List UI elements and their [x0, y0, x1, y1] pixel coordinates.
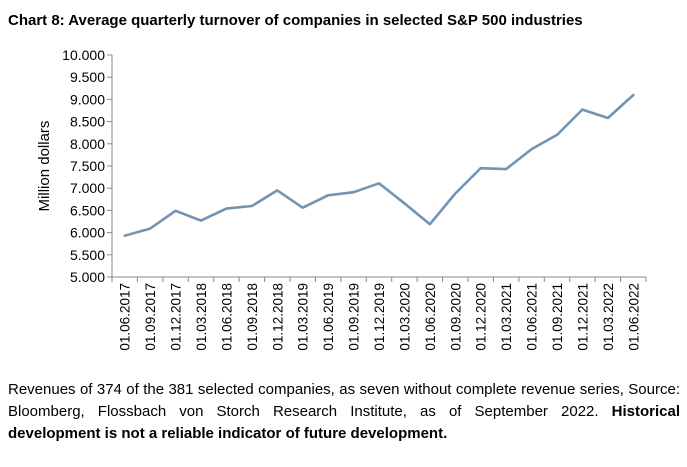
series-line: [123, 93, 635, 237]
series-lines: [123, 93, 635, 237]
y-tick-label: 5.500: [70, 247, 105, 263]
x-tick-label: 01.09.2018: [245, 283, 260, 351]
x-tick-label: 01.03.2020: [397, 283, 412, 351]
y-tick-label: 8.500: [70, 114, 105, 130]
x-tick-label: 01.03.2019: [296, 283, 311, 351]
x-tick-label: 01.06.2017: [118, 283, 133, 351]
x-tick-label: 01.06.2019: [321, 283, 336, 351]
x-tick-label: 01.06.2018: [219, 283, 234, 351]
x-tick-label: 01.09.2017: [143, 283, 158, 351]
line-chart: Million dollars 5.000 5.500 6.000 6.500 7.00…: [36, 47, 647, 351]
y-tick-label: 7.500: [70, 158, 105, 174]
footnote: Revenues of 374 of the 381 selected comp…: [8, 379, 680, 445]
y-axis: 5.000 5.500 6.000 6.500 7.000 7.500 8.000 8.500…: [62, 47, 113, 285]
x-tick-label: 01.09.2019: [347, 283, 362, 351]
x-tick-label: 01.12.2018: [270, 283, 285, 351]
y-tick-label: 6.500: [70, 202, 105, 218]
y-tick-label: 8.000: [70, 136, 105, 152]
y-tick-label: 7.000: [70, 180, 105, 196]
y-tick-label: 9.000: [70, 91, 105, 107]
footnote-disclaimer: Historical development is not a reliable…: [8, 403, 680, 442]
y-tick-label: 6.000: [70, 225, 105, 241]
y-tick-label: 9.500: [70, 69, 105, 85]
x-tick-label: 01.03.2018: [194, 283, 209, 351]
x-tick-label: 01.09.2021: [550, 283, 565, 351]
x-axis: 01.06.2017 01.09.2017 01.12.2017 01.03.2018…: [111, 276, 647, 351]
y-tick-label: 5.000: [70, 269, 105, 285]
x-tick-label: 01.06.2022: [626, 283, 641, 351]
x-tick-label: 01.09.2020: [448, 283, 463, 351]
x-tick-label: 01.12.2020: [474, 283, 489, 351]
x-tick-label: 01.06.2021: [525, 283, 540, 351]
x-tick-label: 01.03.2022: [601, 283, 616, 351]
x-tick-label: 01.06.2020: [423, 283, 438, 351]
footnote-text: Revenues of 374 of the 381 selected comp…: [8, 381, 680, 420]
y-tick-label: 10.000: [62, 47, 105, 63]
x-tick-label: 01.03.2021: [499, 283, 514, 351]
y-axis-label: Million dollars: [36, 121, 53, 212]
x-tick-label: 01.12.2019: [372, 283, 387, 351]
chart-title: Chart 8: Average quarterly turnover of c…: [8, 12, 583, 29]
x-tick-label: 01.12.2017: [169, 283, 184, 351]
x-tick-label: 01.12.2021: [575, 283, 590, 351]
